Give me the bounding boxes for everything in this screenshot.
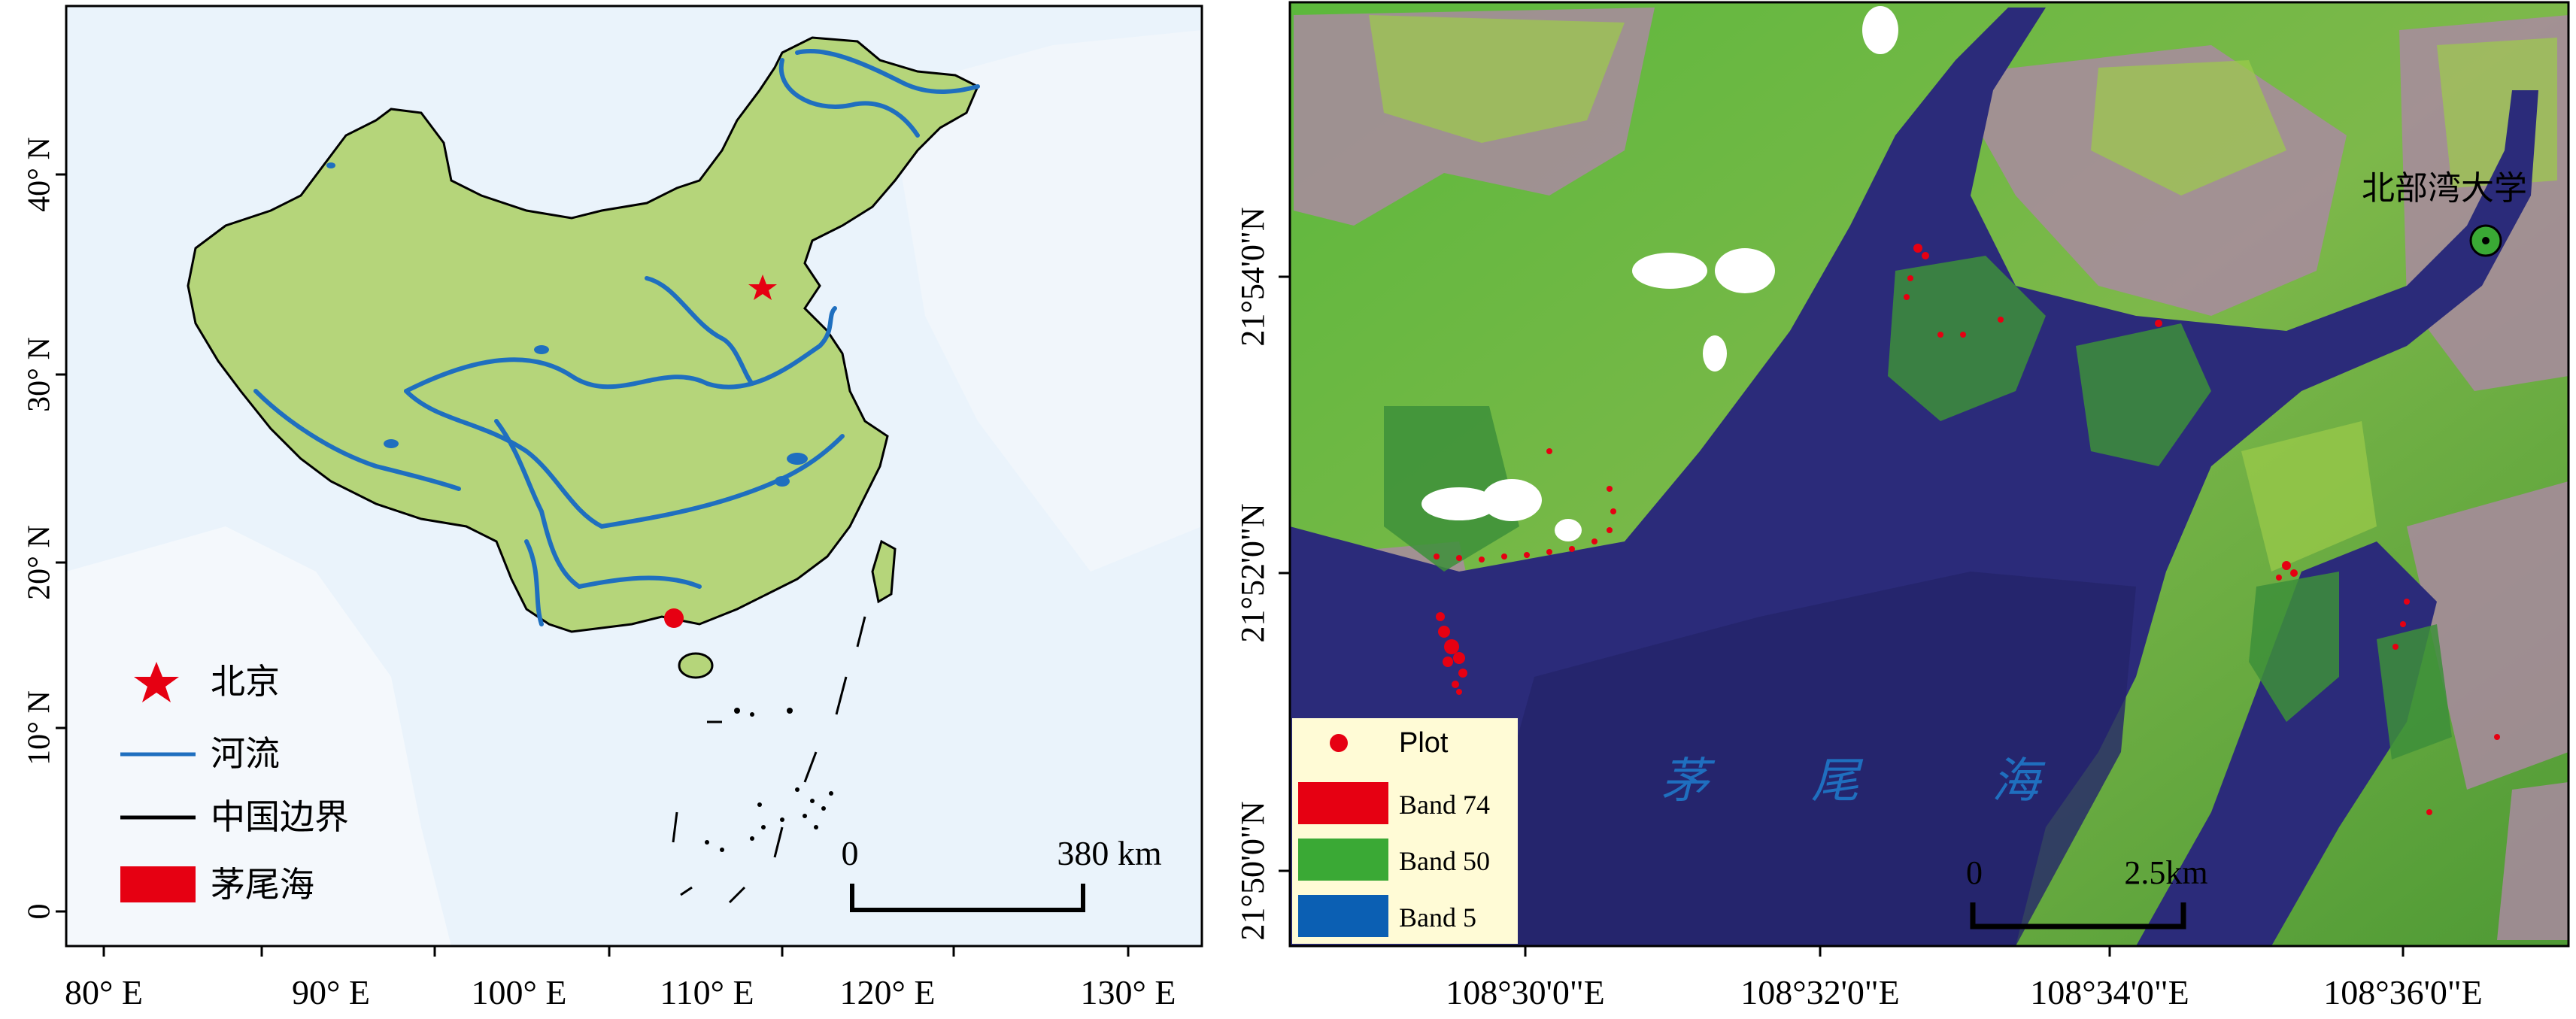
legend-maowei-label: 茅尾海 [211,866,314,904]
y-tick-label: 40° N [23,137,57,212]
yangtze-river [404,389,845,529]
pearl-river [494,419,702,590]
right-legend: Plot Band 74 Band 50 Band 5 [1292,718,1518,944]
maritime-border [672,616,866,904]
legend-band-blue-swatch [1298,895,1388,937]
legend-plot-dot-icon [1330,734,1348,752]
legend-band-blue-label: Band 5 [1399,902,1476,933]
x-tick-label: 110° E [660,973,754,1011]
right-y-tick-marks [1279,275,1290,872]
hainan-island [678,652,714,679]
x-tick-label: 108°30'0"E [1446,973,1605,1011]
x-tick-label: 80° E [65,973,143,1011]
x-tick-marks [102,946,1130,957]
beijing-star-marker [748,274,777,300]
scalebar-start-label: 0 [1966,854,1983,891]
heilongjiang-river [795,49,980,94]
legend-river-label: 河流 [211,735,280,773]
y-tick-label: 10° N [23,690,57,766]
scalebar-bar [850,884,1085,912]
scalebar-start-label: 0 [842,834,859,872]
sea-label-char: 尾 [1811,754,1864,808]
university-label: 北部湾大学 [2362,170,2527,207]
y-tick-label: 21°52'0"N [1234,503,1271,642]
left-scalebar: 0 380 km [842,834,1162,912]
neighbour-land-east [887,30,1202,572]
satellite-map-svg: 北部湾大学 茅 尾 海 21°54'0"N 21°52'0"N 21°50'0"… [1234,1,2570,1011]
maowei-sea-marker [664,608,684,628]
sea-label-char: 茅 [1661,754,1716,808]
legend-band-green-label: Band 50 [1399,846,1490,876]
university-marker-dot [2482,237,2490,244]
right-scalebar: 0 2.5km [1966,854,2208,930]
y-tick-marks [56,173,66,913]
sea-label-char: 海 [1992,754,2046,808]
x-tick-label: 100° E [472,973,567,1011]
y-tick-label: 30° N [23,337,57,412]
satellite-map-frame [1288,1,2570,948]
neighbour-land [66,526,451,946]
plot-points [1434,244,2500,815]
x-tick-label: 108°34'0"E [2030,973,2189,1011]
x-tick-label: 130° E [1081,973,1176,1011]
x-tick-label: 108°36'0"E [2323,973,2483,1011]
china-map-svg: 0 10° N 20° N 30° N 40° N 80° E 90° E 10… [23,5,1203,1011]
x-tick-label: 108°32'0"E [1740,973,1900,1011]
scalebar-end-label: 380 km [1057,834,1162,872]
legend-plot-label: Plot [1399,727,1449,759]
cloud-patches [1422,6,1898,541]
lakes [326,162,808,487]
legend-maowei-swatch [120,866,196,902]
y-tick-label: 0 [23,904,57,920]
yellow-river [404,306,837,393]
china-overview-map: 0 10° N 20° N 30° N 40° N 80° E 90° E 10… [0,0,1233,1015]
legend-border-label: 中国边界 [211,798,349,836]
crop-areas [1369,15,2557,572]
legend-band-red-label: Band 74 [1399,790,1490,820]
maowei-sea-satellite-map: 北部湾大学 茅 尾 海 21°54'0"N 21°52'0"N 21°50'0"… [1233,0,2576,1015]
scalebar-bar [1970,902,2186,930]
x-tick-label: 120° E [840,973,936,1011]
legend-band-green-swatch [1298,839,1388,881]
sea-label: 茅 尾 海 [1661,754,2046,808]
right-x-tick-marks [1524,946,2405,957]
y-tick-label: 21°54'0"N [1234,207,1271,346]
legend-beijing-label: 北京 [211,663,280,701]
east-channel-water [2136,541,2437,946]
taiwan-island [871,539,897,604]
map-frame [65,5,1203,948]
deep-water [1459,572,2136,946]
y-tick-label: 20° N [23,525,57,600]
left-legend: 北京 河流 中国边界 茅尾海 [120,662,349,904]
legend-star-icon [134,662,179,702]
scalebar-end-label: 2.5km [2124,854,2207,891]
x-tick-label: 90° E [292,973,370,1011]
y-tick-label: 21°50'0"N [1234,801,1271,940]
south-sea-islands [705,708,833,852]
legend-band-red-swatch [1298,782,1388,824]
rivers [253,49,980,626]
